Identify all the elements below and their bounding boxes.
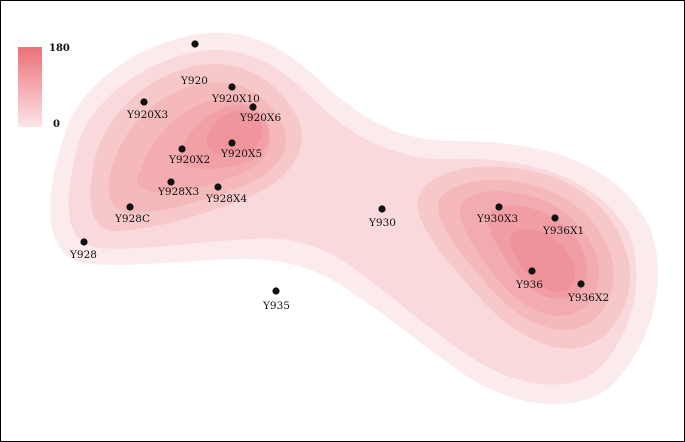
contour-level-7 bbox=[206, 110, 263, 155]
well-marker-y936x2 bbox=[577, 280, 585, 288]
well-label-y920x5: Y920X5 bbox=[220, 148, 262, 160]
contour-level-8 bbox=[417, 166, 631, 349]
legend-gradient-bar bbox=[18, 47, 42, 127]
well-marker-y928x3 bbox=[167, 178, 175, 186]
well-label-y928x3: Y928X3 bbox=[157, 186, 199, 198]
well-marker-y928c bbox=[126, 203, 134, 211]
contour-level-3 bbox=[90, 64, 302, 231]
well-label-y936x1: Y936X1 bbox=[542, 225, 584, 237]
well-marker-y920x10 bbox=[228, 83, 236, 91]
well-label-y920x2: Y920X2 bbox=[168, 154, 210, 166]
well-label-y928c: Y928C bbox=[114, 213, 150, 225]
contour-level-4 bbox=[108, 82, 286, 214]
contour-layers bbox=[50, 32, 659, 405]
legend-min-label: 0 bbox=[53, 119, 60, 130]
well-label-y936x2: Y936X2 bbox=[567, 292, 609, 304]
well-marker-y920x6 bbox=[249, 103, 257, 111]
well-label-y936: Y936 bbox=[515, 279, 543, 291]
contour-level-1 bbox=[50, 32, 659, 405]
well-marker-y928 bbox=[80, 238, 88, 246]
contour-level-6 bbox=[179, 104, 270, 169]
well-label-y920: Y920 bbox=[180, 75, 208, 87]
well-marker-y935 bbox=[272, 287, 280, 295]
well-marker-y920x5 bbox=[228, 139, 236, 147]
well-marker-y930 bbox=[378, 205, 386, 213]
well-label-y930x3: Y930X3 bbox=[476, 213, 518, 225]
well-marker-y936x1 bbox=[551, 214, 559, 222]
contour-level-5 bbox=[137, 99, 271, 193]
well-label-y920x6: Y920X6 bbox=[239, 112, 281, 124]
well-marker-y928x4 bbox=[214, 183, 222, 191]
well-marker-y930x3 bbox=[495, 203, 503, 211]
well-label-y935: Y935 bbox=[262, 300, 290, 312]
well-marker-y920x3 bbox=[140, 98, 148, 106]
contour-level-11 bbox=[488, 205, 587, 299]
well-label-y930: Y930 bbox=[368, 217, 396, 229]
contour-level-2 bbox=[68, 49, 637, 385]
contour-level-10 bbox=[459, 191, 600, 316]
well-label-y920x10: Y920X10 bbox=[211, 93, 260, 105]
well-label-y928x4: Y928X4 bbox=[205, 193, 247, 205]
well-label-y928: Y928 bbox=[69, 249, 97, 261]
well-marker-y920 bbox=[191, 40, 199, 48]
contour-level-12 bbox=[510, 229, 576, 292]
legend-max-label: 180 bbox=[49, 43, 70, 54]
well-marker-y936 bbox=[528, 267, 536, 275]
well-label-y920x3: Y920X3 bbox=[126, 109, 168, 121]
contour-level-9 bbox=[437, 179, 614, 331]
well-marker-y920x2 bbox=[178, 145, 186, 153]
